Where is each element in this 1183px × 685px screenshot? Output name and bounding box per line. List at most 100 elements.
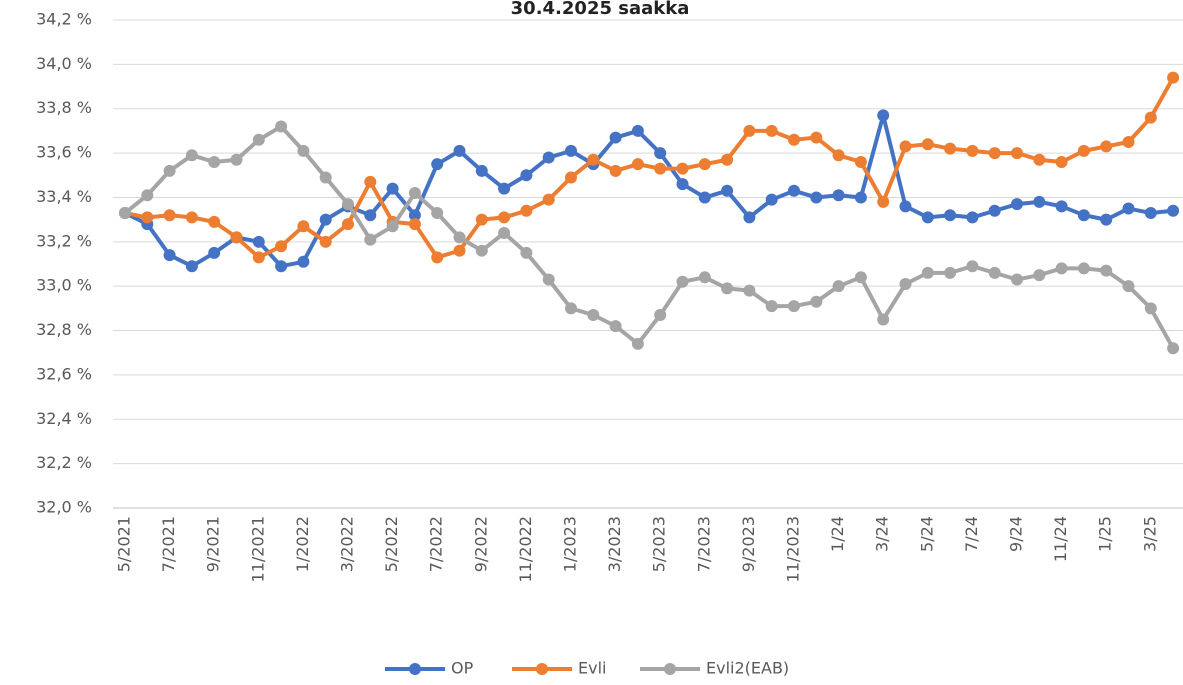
data-point bbox=[520, 204, 533, 217]
data-point bbox=[654, 309, 667, 322]
x-tick-label: 3/25 bbox=[1140, 516, 1159, 552]
data-point bbox=[988, 266, 1001, 279]
data-point bbox=[877, 109, 890, 122]
data-point bbox=[252, 235, 265, 248]
data-point bbox=[1077, 262, 1090, 275]
data-point bbox=[297, 255, 310, 268]
y-tick-label: 32,2 % bbox=[36, 453, 92, 472]
data-point bbox=[788, 133, 800, 146]
data-point bbox=[408, 187, 421, 200]
data-point bbox=[475, 244, 488, 257]
data-point bbox=[386, 182, 399, 195]
series-line bbox=[124, 76, 1175, 260]
x-tick-label: 11/2022 bbox=[516, 516, 535, 582]
legend-marker bbox=[409, 663, 421, 675]
data-point bbox=[141, 189, 154, 202]
data-point bbox=[1122, 280, 1135, 293]
data-point bbox=[275, 120, 288, 133]
y-tick-label: 32,4 % bbox=[36, 409, 92, 428]
y-tick-label: 32,0 % bbox=[36, 498, 92, 517]
y-tick-label: 34,0 % bbox=[36, 54, 92, 73]
data-point bbox=[921, 266, 934, 279]
data-point bbox=[297, 144, 310, 157]
x-tick-label: 5/2021 bbox=[115, 516, 134, 572]
x-tick-label: 3/2022 bbox=[338, 516, 357, 572]
data-point bbox=[810, 131, 823, 144]
data-point bbox=[966, 144, 979, 157]
x-tick-label: 3/2023 bbox=[605, 516, 624, 572]
data-point bbox=[565, 302, 577, 315]
data-point bbox=[1055, 200, 1068, 213]
legend-item: OP bbox=[385, 659, 474, 678]
data-point bbox=[743, 211, 756, 224]
data-point bbox=[765, 124, 778, 137]
data-point bbox=[453, 231, 466, 244]
data-point bbox=[854, 271, 867, 284]
data-point bbox=[988, 204, 1001, 217]
data-point bbox=[319, 213, 332, 226]
data-point bbox=[1167, 342, 1180, 355]
data-point bbox=[208, 155, 221, 168]
data-point bbox=[676, 162, 689, 175]
data-point bbox=[119, 206, 131, 219]
data-point bbox=[208, 215, 221, 228]
data-point bbox=[230, 231, 243, 244]
data-point bbox=[252, 251, 265, 264]
data-point bbox=[275, 260, 288, 273]
y-tick-label: 33,2 % bbox=[36, 231, 92, 250]
data-point bbox=[498, 226, 511, 239]
data-point bbox=[1055, 262, 1068, 275]
data-point bbox=[743, 284, 756, 297]
data-point bbox=[185, 260, 198, 273]
data-point bbox=[721, 153, 734, 166]
data-point bbox=[565, 144, 577, 157]
x-tick-label: 11/2023 bbox=[784, 516, 803, 582]
data-point bbox=[1144, 302, 1157, 315]
y-tick-label: 33,0 % bbox=[36, 276, 92, 295]
data-point bbox=[1167, 71, 1180, 84]
data-point bbox=[520, 246, 533, 259]
data-point bbox=[542, 151, 555, 164]
data-point bbox=[498, 211, 511, 224]
data-point bbox=[899, 277, 912, 290]
data-point bbox=[1077, 144, 1090, 157]
y-tick-label: 33,4 % bbox=[36, 187, 92, 206]
data-point bbox=[1055, 155, 1068, 168]
x-tick-label: 11/2021 bbox=[248, 516, 267, 582]
data-point bbox=[431, 158, 444, 171]
y-tick-label: 32,6 % bbox=[36, 364, 92, 383]
data-point bbox=[609, 320, 622, 333]
x-tick-label: 5/24 bbox=[917, 516, 936, 552]
data-point bbox=[743, 124, 756, 137]
data-point bbox=[788, 300, 800, 313]
data-point bbox=[654, 147, 667, 160]
x-tick-label: 1/24 bbox=[828, 516, 847, 552]
data-point bbox=[408, 209, 421, 222]
data-point bbox=[342, 218, 354, 231]
data-point bbox=[364, 209, 377, 222]
data-point bbox=[297, 220, 310, 233]
y-tick-label: 32,8 % bbox=[36, 320, 92, 339]
data-point bbox=[609, 131, 622, 144]
data-point bbox=[631, 337, 644, 350]
data-point bbox=[1033, 269, 1046, 282]
data-point bbox=[810, 191, 823, 204]
data-point bbox=[408, 218, 421, 231]
data-point bbox=[654, 162, 667, 175]
legend-marker bbox=[536, 663, 548, 675]
legend-label: Evli2(EAB) bbox=[706, 659, 789, 678]
x-tick-label: 7/24 bbox=[962, 516, 981, 552]
data-point bbox=[475, 213, 488, 226]
x-tick-label: 9/2023 bbox=[739, 516, 758, 572]
data-point bbox=[275, 240, 288, 253]
data-point bbox=[877, 313, 890, 326]
data-point bbox=[788, 184, 800, 197]
data-point bbox=[899, 200, 912, 213]
data-point bbox=[1100, 140, 1113, 153]
data-point bbox=[1167, 204, 1180, 217]
y-tick-label: 33,6 % bbox=[36, 143, 92, 162]
data-point bbox=[1011, 273, 1023, 286]
data-point bbox=[721, 282, 734, 295]
x-tick-label: 11/24 bbox=[1051, 516, 1070, 562]
